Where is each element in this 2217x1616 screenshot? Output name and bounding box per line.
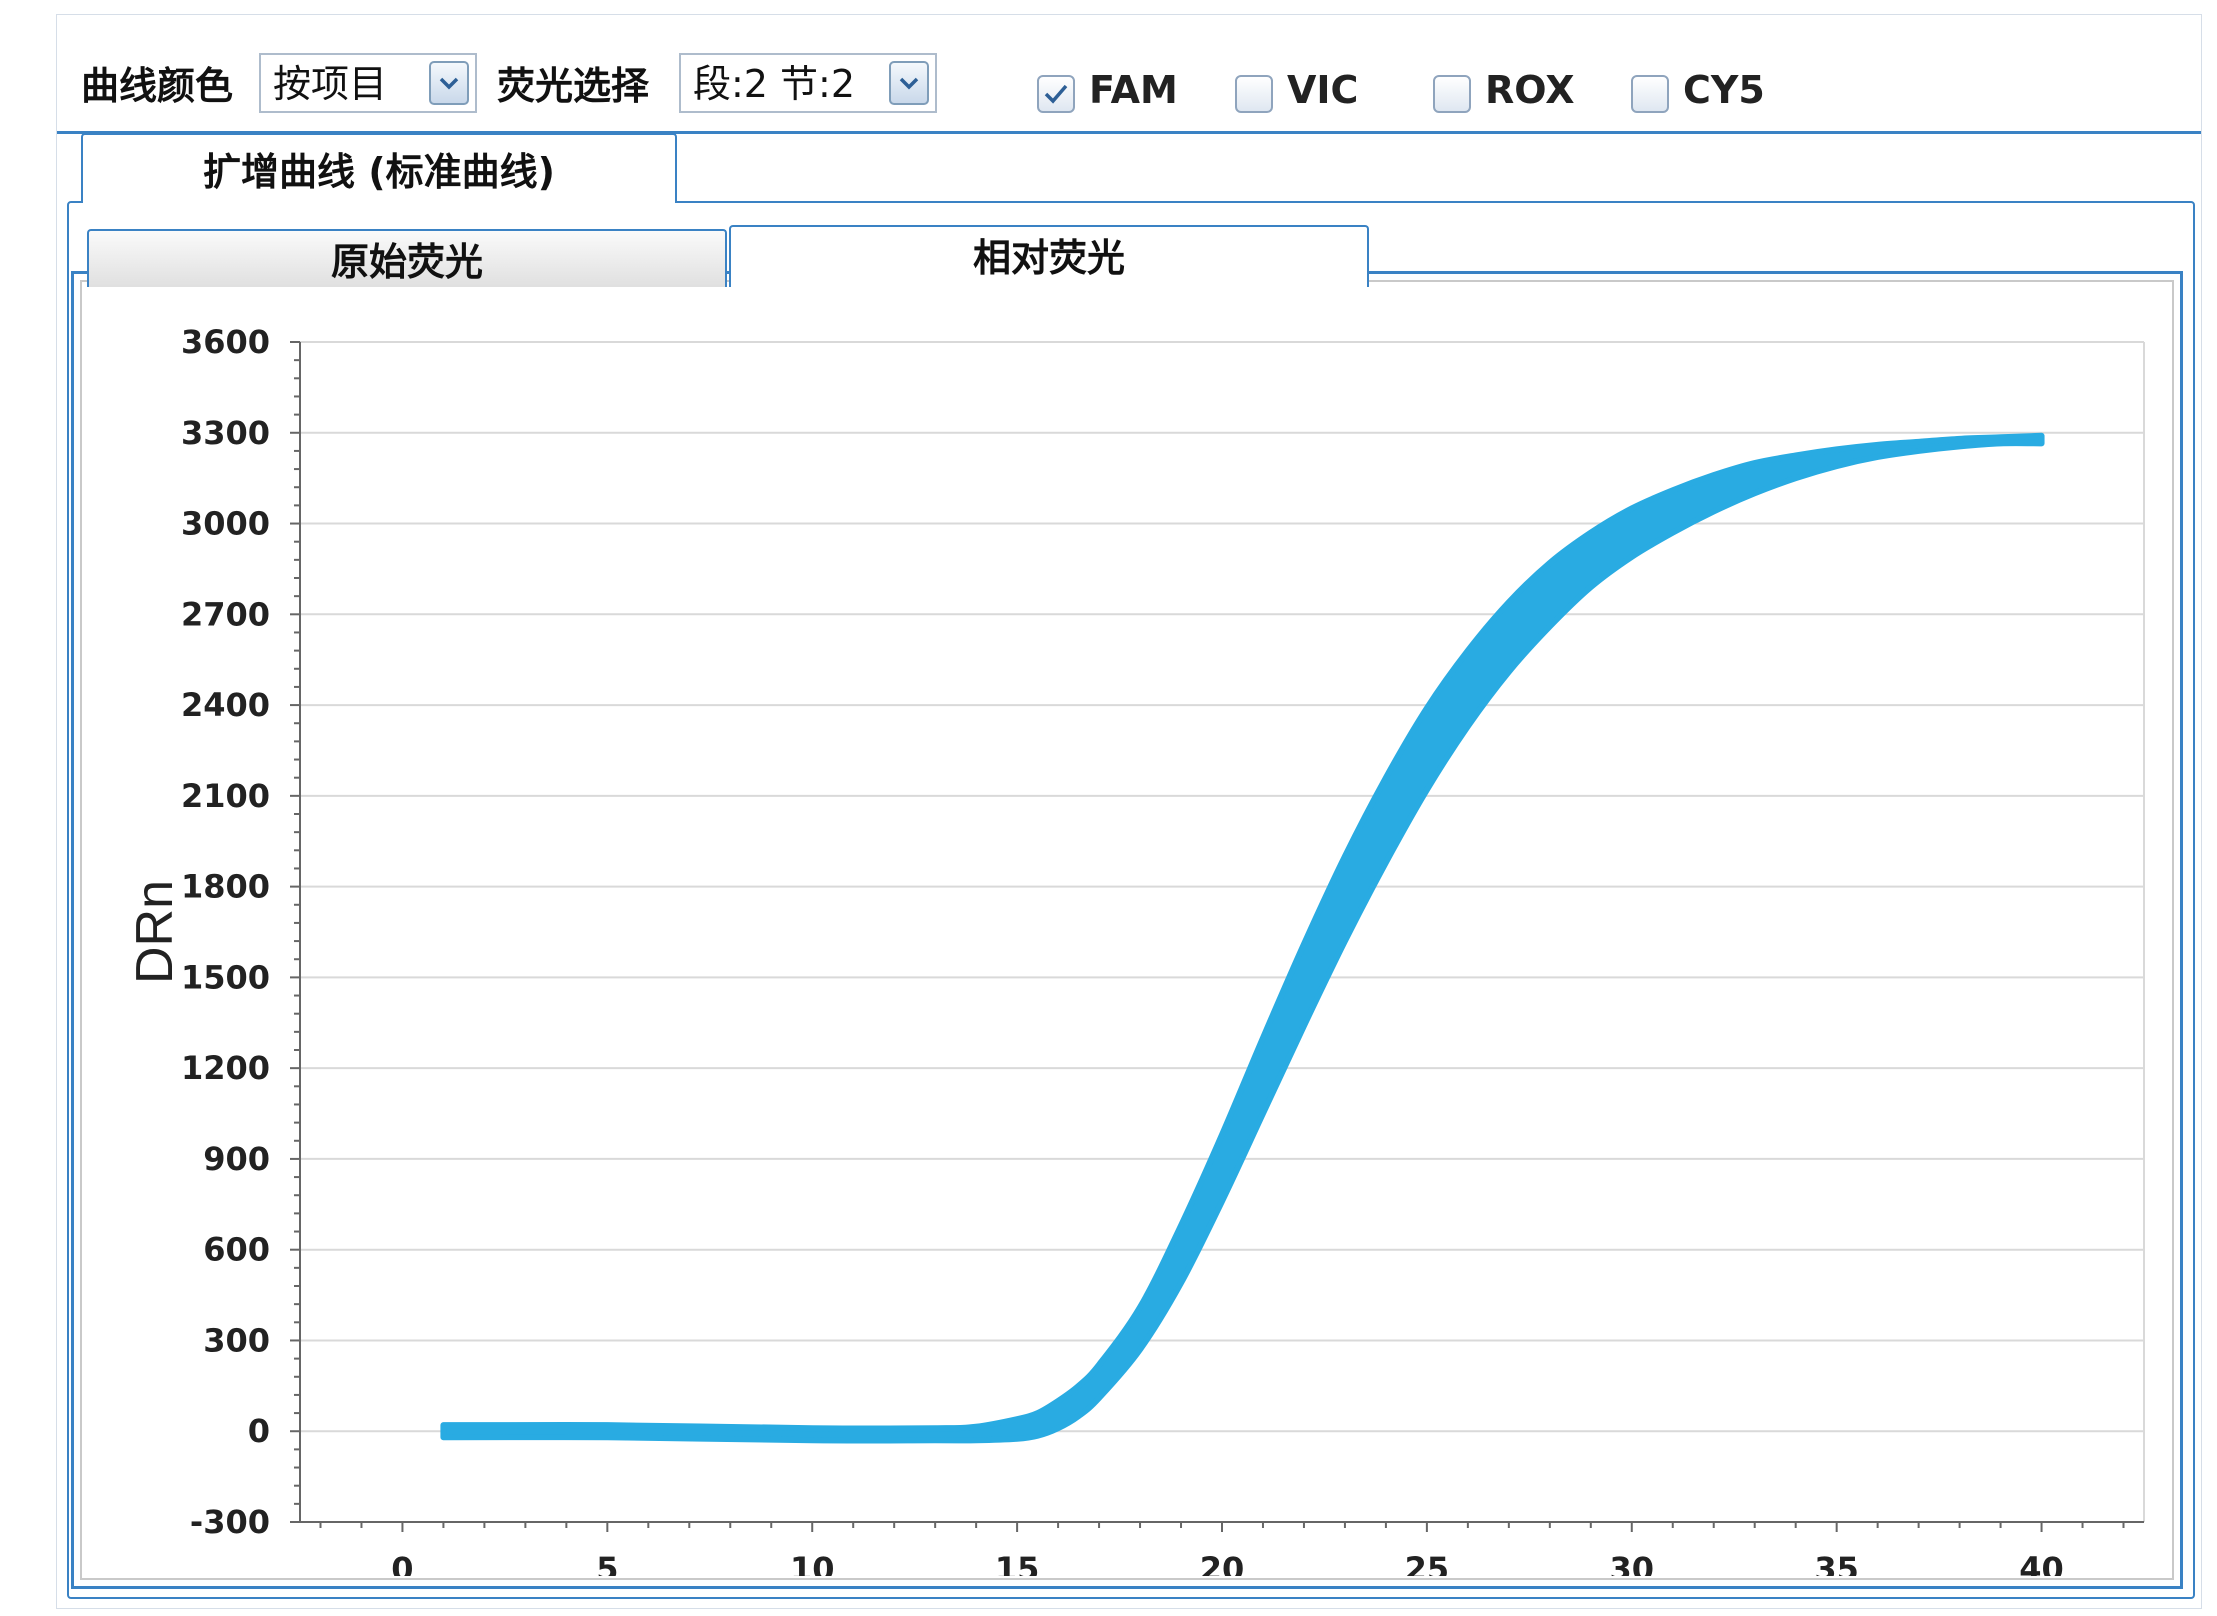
chevron-down-icon[interactable] (429, 61, 469, 105)
fluor-select-value: 段:2 节:2 (693, 62, 856, 106)
y-tick-label: 1200 (181, 1049, 270, 1087)
y-tick-label: 0 (248, 1412, 270, 1450)
y-tick-label: 2100 (181, 777, 270, 815)
checkbox-checked-icon[interactable] (1037, 75, 1075, 113)
y-tick-label: 3000 (181, 505, 270, 543)
y-tick-label: 2400 (181, 686, 270, 724)
y-tick-label: 300 (203, 1321, 270, 1359)
fluor-select[interactable]: 段:2 节:2 (679, 53, 937, 113)
x-tick-label: 5 (596, 1550, 618, 1576)
toolbar: 曲线颜色 按项目 荧光选择 段:2 节:2 FAM VIC ROX (57, 15, 2201, 133)
channel-label: CY5 (1683, 68, 1765, 112)
checkbox-unchecked-icon[interactable] (1433, 75, 1471, 113)
x-tick-label: 0 (391, 1550, 413, 1576)
x-tick-label: 20 (1200, 1550, 1245, 1576)
x-tick-label: 35 (1814, 1550, 1859, 1576)
y-tick-label: 1500 (181, 958, 270, 996)
checkbox-unchecked-icon[interactable] (1631, 75, 1669, 113)
tab-label: 原始荧光 (330, 240, 483, 284)
x-tick-label: 15 (995, 1550, 1040, 1576)
y-tick-label: -300 (190, 1503, 270, 1541)
tab-relative-fluorescence[interactable]: 相对荧光 (729, 225, 1369, 287)
curve-color-value: 按项目 (273, 62, 388, 106)
x-tick-label: 40 (2019, 1550, 2064, 1576)
tab-amplification-curve[interactable]: 扩增曲线 (标准曲线) (81, 133, 677, 203)
tab-label: 扩增曲线 (标准曲线) (203, 150, 555, 194)
x-tick-label: 25 (1405, 1550, 1450, 1576)
curve-color-label: 曲线颜色 (81, 64, 234, 108)
channel-label: ROX (1485, 68, 1575, 112)
y-tick-label: 600 (203, 1231, 270, 1269)
channel-label: FAM (1089, 68, 1178, 112)
inner-tab-panel: 3600 3300 3000 2700 2400 2100 1800 1500 1200 900 6… (71, 271, 2183, 1589)
x-tick-label: 30 (1610, 1550, 1655, 1576)
curve-color-select[interactable]: 按项目 (259, 53, 477, 113)
y-tick-label: 1800 (181, 868, 270, 906)
checkbox-unchecked-icon[interactable] (1235, 75, 1273, 113)
pcr-analysis-window: 曲线颜色 按项目 荧光选择 段:2 节:2 FAM VIC ROX (56, 14, 2202, 1609)
toolbar-divider (57, 131, 2201, 134)
amplification-chart: 3600330030002700240021001800150012009006… (126, 323, 2145, 1576)
y-axis-title: DRn (126, 880, 184, 984)
x-tick-label: 10 (790, 1550, 835, 1576)
tab-label: 相对荧光 (972, 236, 1125, 280)
chart-area: 3600 3300 3000 2700 2400 2100 1800 1500 1200 900 6… (80, 280, 2174, 1580)
y-tick-label: 900 (203, 1140, 270, 1178)
channel-label: VIC (1287, 68, 1359, 112)
chevron-down-icon[interactable] (889, 61, 929, 105)
y-tick-label: 3600 (181, 323, 270, 361)
fluor-select-label: 荧光选择 (497, 64, 650, 108)
tab-raw-fluorescence[interactable]: 原始荧光 (87, 229, 727, 287)
y-tick-label: 2700 (181, 595, 270, 633)
amplification-curve-band (440, 432, 2045, 1444)
y-tick-label: 3300 (181, 414, 270, 452)
